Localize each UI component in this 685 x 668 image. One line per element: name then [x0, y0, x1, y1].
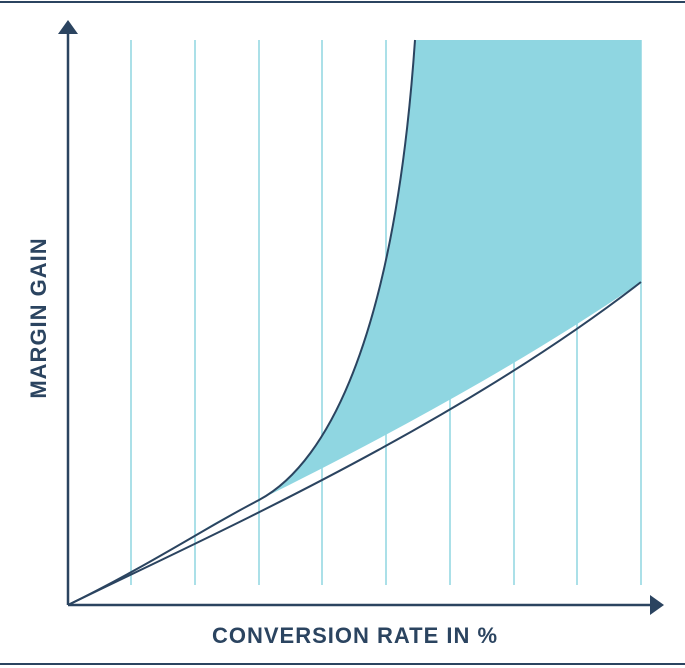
y-axis-label: MARGIN GAIN	[26, 237, 51, 398]
y-axis-arrow	[58, 20, 78, 34]
x-axis-label: CONVERSION RATE IN %	[212, 623, 498, 648]
gain-area	[200, 40, 641, 532]
lower-curve	[67, 281, 642, 606]
x-axis-arrow	[650, 595, 664, 615]
upper-curve	[67, 39, 416, 606]
